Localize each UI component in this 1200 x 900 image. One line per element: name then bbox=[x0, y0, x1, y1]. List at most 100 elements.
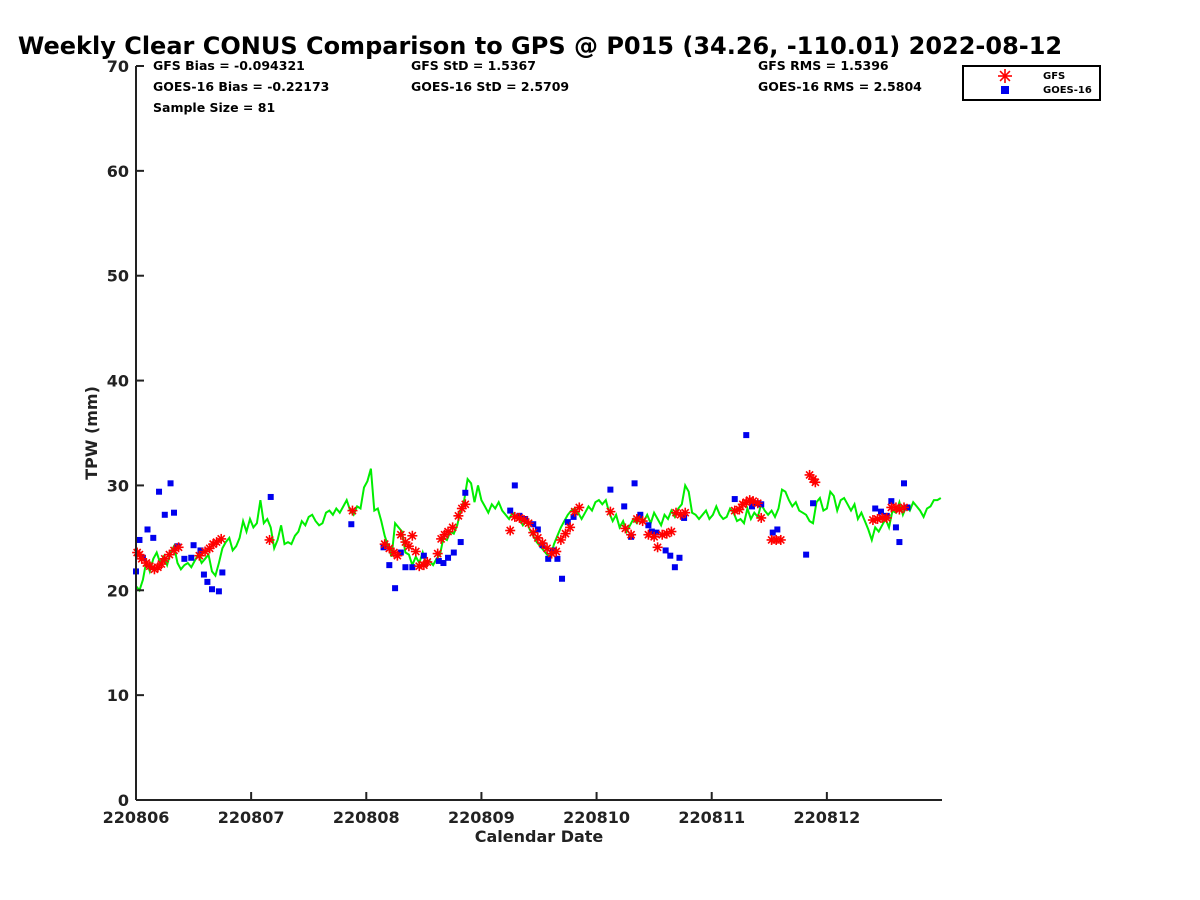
gfs-point bbox=[569, 506, 580, 517]
gfs-point bbox=[649, 531, 660, 542]
goes-point bbox=[511, 482, 518, 489]
goes-point bbox=[545, 555, 552, 562]
gfs-point bbox=[899, 502, 910, 513]
gfs-point bbox=[432, 548, 443, 559]
goes-point bbox=[637, 511, 644, 518]
goes-point bbox=[435, 557, 442, 564]
gfs-point bbox=[555, 534, 566, 545]
goes-point bbox=[161, 511, 168, 518]
legend-gfs-star bbox=[998, 69, 1012, 83]
goes-point bbox=[457, 539, 464, 546]
goes-point bbox=[450, 549, 457, 556]
goes-point bbox=[621, 503, 628, 510]
legend-goes-label: GOES-16 bbox=[1043, 85, 1092, 96]
goes-point bbox=[215, 588, 222, 595]
x-axis-label: Calendar Date bbox=[475, 827, 604, 846]
gfs-point bbox=[523, 518, 534, 529]
goes-point bbox=[136, 536, 143, 543]
gps-tpw-line bbox=[135, 468, 942, 593]
gfs-point bbox=[422, 556, 433, 567]
goes-point bbox=[749, 503, 756, 510]
y-tick-label: 50 bbox=[107, 267, 129, 286]
goes-point bbox=[662, 547, 669, 554]
stats-panel: GFS Bias = -0.094321 GOES-16 Bias = -0.2… bbox=[153, 58, 922, 115]
goes-point bbox=[409, 564, 416, 571]
goes-point bbox=[167, 480, 174, 487]
gfs-point bbox=[164, 549, 175, 560]
gfs-point bbox=[661, 528, 672, 539]
gfs-point bbox=[379, 539, 390, 550]
goes-point bbox=[901, 480, 908, 487]
gfs-point bbox=[652, 542, 663, 553]
goes-point bbox=[803, 551, 810, 558]
goes-point bbox=[380, 544, 387, 551]
x-tick-label: 220807 bbox=[218, 808, 285, 827]
goes-point bbox=[170, 509, 177, 516]
y-tick-label: 0 bbox=[118, 791, 129, 810]
gfs-point bbox=[347, 505, 358, 516]
gfs-point bbox=[666, 526, 677, 537]
goes-point bbox=[564, 519, 571, 526]
goes-point bbox=[392, 585, 399, 592]
goes-point bbox=[743, 432, 750, 439]
gfs-point bbox=[453, 510, 464, 521]
goes-point bbox=[549, 547, 556, 554]
goes-point bbox=[534, 526, 541, 533]
goes-point bbox=[420, 552, 427, 559]
goes-point bbox=[676, 554, 683, 561]
gfs-point bbox=[173, 542, 184, 553]
goes-point bbox=[731, 496, 738, 503]
gfs-point bbox=[680, 507, 691, 518]
goes-point bbox=[402, 564, 409, 571]
gfs-point bbox=[560, 528, 571, 539]
goes-point bbox=[810, 500, 817, 507]
gfs-point bbox=[264, 534, 275, 545]
gfs-point bbox=[410, 546, 421, 557]
goes-point bbox=[645, 522, 652, 529]
x-tick-label: 220810 bbox=[563, 808, 630, 827]
y-tick-label: 60 bbox=[107, 162, 129, 181]
stat-goes-std: GOES-16 StD = 2.5709 bbox=[411, 79, 569, 94]
y-tick-label: 40 bbox=[107, 372, 129, 391]
goes-point bbox=[462, 489, 469, 496]
gfs-point bbox=[403, 541, 414, 552]
gfs-point bbox=[734, 504, 745, 515]
stat-sample-size: Sample Size = 81 bbox=[153, 100, 275, 115]
stat-gfs-bias: GFS Bias = -0.094321 bbox=[153, 58, 305, 73]
goes-point bbox=[219, 569, 226, 576]
legend-gfs-marker bbox=[998, 69, 1012, 83]
stat-gfs-std: GFS StD = 1.5367 bbox=[411, 58, 536, 73]
goes-point bbox=[877, 508, 884, 515]
chart-title: Weekly Clear CONUS Comparison to GPS @ P… bbox=[18, 32, 1062, 60]
gfs-point bbox=[881, 512, 892, 523]
legend: GFS GOES-16 bbox=[962, 65, 1101, 101]
gfs-point bbox=[392, 550, 403, 561]
axes: 0 10 20 30 40 50 60 70 220806 220807 220808 220809 2… bbox=[103, 57, 942, 827]
gfs-point bbox=[216, 533, 227, 544]
x-tick-label: 220806 bbox=[103, 808, 170, 827]
gfs-point bbox=[574, 502, 585, 513]
y-tick-label: 20 bbox=[107, 581, 129, 600]
gfs-point bbox=[775, 534, 786, 545]
gfs-point bbox=[620, 523, 631, 534]
goes-point bbox=[607, 486, 614, 493]
goes-point bbox=[892, 524, 899, 531]
goes-point bbox=[181, 555, 188, 562]
gfs-point bbox=[626, 529, 637, 540]
goes-point bbox=[208, 586, 215, 593]
goes-point bbox=[197, 547, 204, 554]
goes-point bbox=[507, 507, 514, 514]
goes-point bbox=[440, 560, 447, 567]
gfs-point bbox=[551, 546, 562, 557]
legend-box bbox=[962, 65, 1101, 101]
gfs-point bbox=[752, 498, 763, 509]
goes-point bbox=[144, 526, 151, 533]
gfs-point bbox=[505, 525, 516, 536]
x-tick-label: 220811 bbox=[678, 808, 745, 827]
gfs-point bbox=[384, 543, 395, 554]
goes-point bbox=[872, 505, 879, 512]
gfs-point bbox=[460, 499, 471, 510]
goes-point bbox=[200, 571, 207, 578]
goes-point bbox=[631, 480, 638, 487]
gfs-point bbox=[407, 530, 418, 541]
